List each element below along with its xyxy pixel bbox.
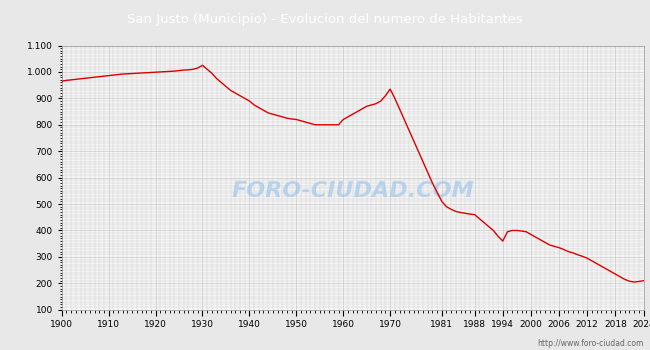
Text: FORO-CIUDAD.COM: FORO-CIUDAD.COM <box>231 181 474 201</box>
Text: San Justo (Municipio) - Evolucion del numero de Habitantes: San Justo (Municipio) - Evolucion del nu… <box>127 13 523 26</box>
Text: http://www.foro-ciudad.com: http://www.foro-ciudad.com <box>537 339 644 348</box>
